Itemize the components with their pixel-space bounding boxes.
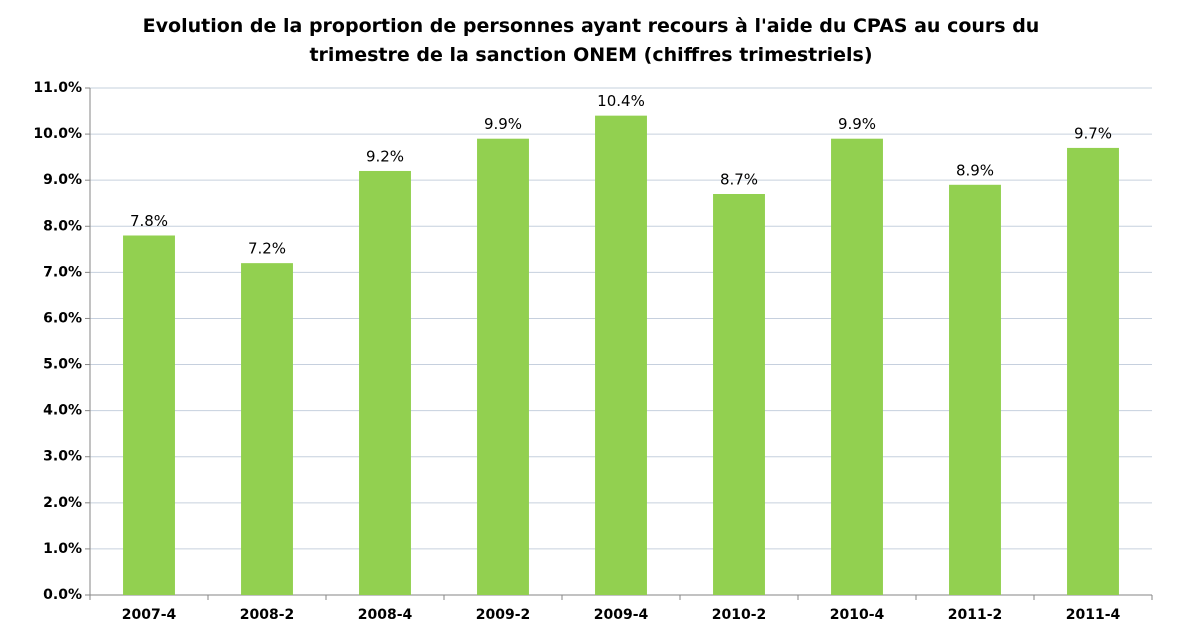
y-tick-label: 11.0% xyxy=(33,80,82,96)
x-tick-label: 2009-4 xyxy=(594,607,649,623)
data-label: 7.2% xyxy=(248,240,286,258)
data-label: 9.2% xyxy=(366,147,404,165)
bar xyxy=(1067,147,1119,595)
y-tick-label: 3.0% xyxy=(43,449,82,465)
bar xyxy=(123,235,175,595)
y-tick-label: 10.0% xyxy=(33,126,82,142)
data-label: 7.8% xyxy=(130,212,168,230)
chart-title: Evolution de la proportion de personnes … xyxy=(142,15,1040,66)
y-tick-label: 6.0% xyxy=(43,310,82,326)
data-label: 9.9% xyxy=(484,115,522,133)
data-label: 8.9% xyxy=(956,161,994,179)
bar xyxy=(949,184,1001,596)
y-tick-label: 4.0% xyxy=(43,403,82,419)
bar xyxy=(831,138,883,595)
x-tick-label: 2010-2 xyxy=(712,607,767,623)
y-tick-label: 2.0% xyxy=(43,495,82,511)
bar xyxy=(359,170,411,596)
data-label: 10.4% xyxy=(597,92,645,110)
x-tick-label: 2007-4 xyxy=(122,607,177,623)
y-tick-label: 7.0% xyxy=(43,264,82,280)
y-tick-label: 5.0% xyxy=(43,357,82,373)
y-tick-label: 0.0% xyxy=(43,587,82,603)
y-tick-label: 9.0% xyxy=(43,172,82,188)
y-tick-label: 8.0% xyxy=(43,218,82,234)
x-tick-label: 2009-2 xyxy=(476,607,531,623)
data-label: 9.9% xyxy=(838,115,876,133)
x-tick-label: 2011-2 xyxy=(948,607,1003,623)
data-label: 8.7% xyxy=(720,171,758,189)
bar xyxy=(477,138,529,595)
bar xyxy=(595,115,647,596)
x-tick-label: 2010-4 xyxy=(830,607,885,623)
y-tick-label: 1.0% xyxy=(43,541,82,557)
bar xyxy=(241,263,293,595)
data-label: 9.7% xyxy=(1074,124,1112,142)
x-tick-label: 2008-4 xyxy=(358,607,413,623)
bar xyxy=(713,194,765,595)
x-tick-label: 2008-2 xyxy=(240,607,295,623)
x-tick-label: 2011-4 xyxy=(1066,607,1121,623)
